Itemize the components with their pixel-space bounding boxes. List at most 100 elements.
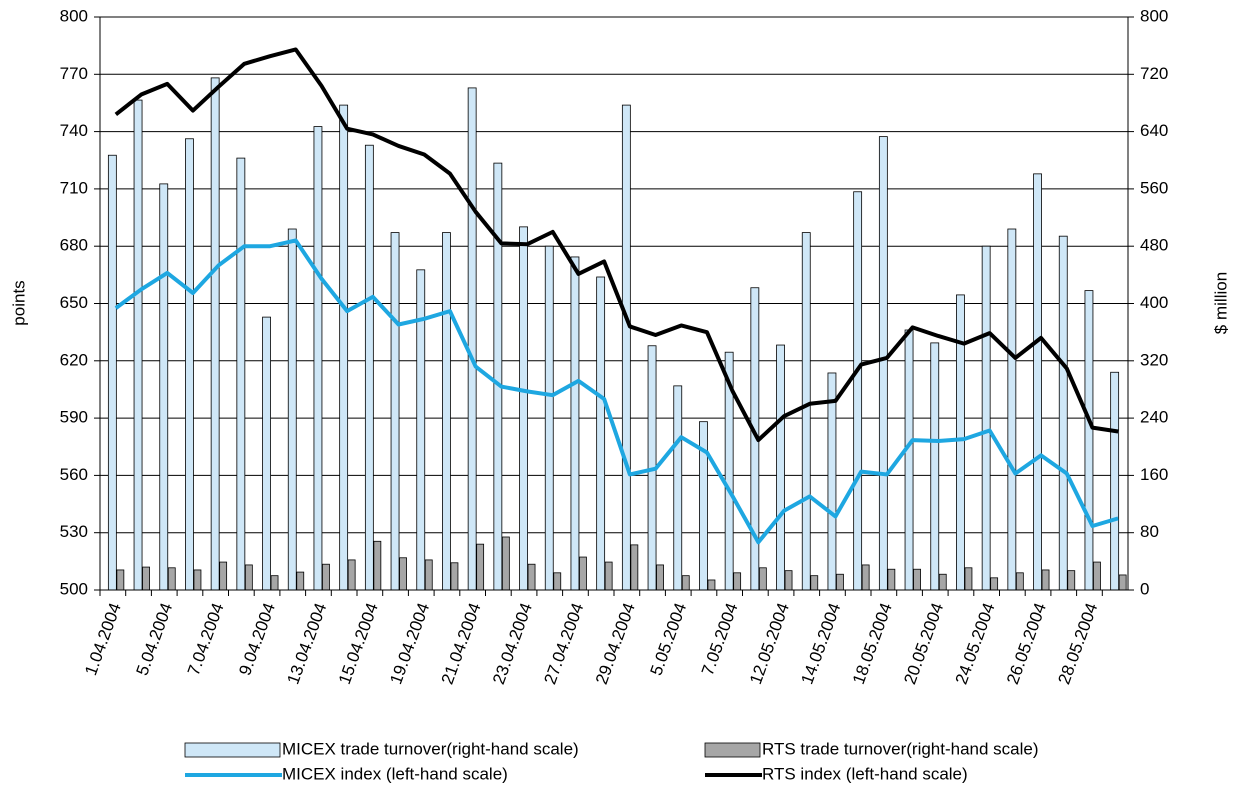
bar: [621, 104, 631, 591]
bar: [1033, 173, 1042, 591]
x-tick-label: 18.05.2004: [849, 600, 896, 686]
legend-label: MICEX trade turnover(right-hand scale): [282, 739, 579, 758]
bar: [193, 569, 202, 591]
bar: [733, 572, 742, 591]
bar: [347, 559, 356, 591]
x-tick-label: 5.05.2004: [646, 600, 690, 678]
line: [114, 47, 1119, 443]
bar: [913, 568, 921, 591]
x-tick-label: 24.05.2004: [952, 600, 999, 686]
bar: [270, 575, 279, 591]
y-tick-label: 560: [60, 465, 88, 484]
bar: [681, 575, 690, 591]
bar: [476, 543, 485, 591]
x-tick-label: 20.05.2004: [900, 600, 947, 686]
bar: [656, 564, 664, 591]
bar: [424, 559, 433, 591]
y-tick-label: 650: [60, 293, 88, 312]
bar: [339, 104, 349, 591]
y-tick-label: 620: [60, 350, 88, 369]
y2-tick-label: 480: [1140, 236, 1168, 255]
x-tick-label: 5.04.2004: [132, 600, 176, 678]
y-tick-label: 770: [60, 64, 88, 83]
y2-tick-label: 400: [1140, 293, 1168, 312]
bar: [442, 232, 451, 591]
bar: [450, 562, 459, 591]
y2-tick-label: 240: [1140, 408, 1168, 427]
bar: [604, 561, 613, 591]
y2-tick-label: 560: [1140, 178, 1168, 197]
bar: [236, 157, 246, 591]
bar: [287, 228, 297, 591]
bar: [596, 276, 606, 591]
bar: [758, 567, 767, 591]
x-tick-label: 26.05.2004: [1003, 600, 1050, 686]
bar: [784, 570, 793, 591]
bar: [1015, 572, 1024, 591]
x-tick-label: 7.05.2004: [698, 600, 742, 678]
y2-tick-label: 160: [1140, 465, 1168, 484]
bar: [501, 536, 510, 591]
y-tick-label: 500: [60, 579, 88, 598]
y2-tick-label: 0: [1140, 579, 1149, 598]
bar: [244, 564, 253, 591]
bar: [493, 162, 503, 591]
y-tick-label: 530: [60, 522, 88, 541]
bar: [116, 569, 125, 591]
bar: [904, 329, 914, 591]
bar: [861, 564, 870, 591]
bar: [956, 294, 965, 591]
x-tick-label: 27.04.2004: [540, 600, 587, 686]
bar: [878, 136, 888, 591]
x-tick-label: 23.04.2004: [489, 600, 536, 686]
y-tick-label: 680: [60, 236, 88, 255]
bar: [159, 183, 169, 591]
bar: [1110, 371, 1120, 591]
bar: [938, 573, 947, 591]
y-axis-label: points: [9, 280, 28, 325]
bar: [133, 99, 143, 591]
legend-label: MICEX index (left-hand scale): [282, 764, 508, 783]
bar: [707, 579, 716, 591]
x-tick-label: 15.04.2004: [335, 600, 382, 686]
bar: [579, 556, 587, 591]
x-tick-label: 7.04.2004: [184, 600, 228, 678]
y-tick-label: 800: [60, 6, 88, 25]
y2-tick-label: 80: [1140, 522, 1159, 541]
bar: [827, 372, 837, 591]
bar: [810, 575, 819, 591]
bar: [1118, 574, 1127, 591]
bar: [1058, 235, 1068, 591]
x-tick-label: 19.04.2004: [386, 600, 433, 686]
bar: [887, 568, 896, 591]
y2-tick-label: 640: [1140, 121, 1168, 140]
bar: [981, 245, 991, 591]
bar: [210, 77, 220, 591]
bar: [673, 385, 683, 591]
line: [114, 238, 1119, 545]
bar: [399, 557, 407, 591]
bar: [467, 87, 477, 591]
legend-swatch: [704, 742, 761, 758]
x-tick-label: 28.05.2004: [1054, 600, 1101, 686]
y2-tick-label: 800: [1140, 6, 1168, 25]
bar: [519, 226, 528, 591]
legend-swatch: [184, 742, 281, 758]
y-tick-label: 590: [60, 408, 88, 427]
y-tick-label: 740: [60, 121, 88, 140]
x-tick-label: 12.05.2004: [746, 600, 793, 686]
bar: [1041, 569, 1050, 591]
bar: [373, 540, 382, 591]
bar: [527, 563, 536, 591]
bar: [364, 144, 374, 591]
bar: [1093, 561, 1101, 591]
x-tick-label: 9.04.2004: [235, 600, 279, 678]
y2-tick-label: 320: [1140, 350, 1168, 369]
x-tick-label: 29.04.2004: [592, 600, 639, 686]
bar: [296, 571, 305, 591]
bar: [313, 126, 323, 591]
bar: [836, 573, 844, 591]
bar: [107, 154, 117, 591]
bar: [219, 561, 228, 591]
